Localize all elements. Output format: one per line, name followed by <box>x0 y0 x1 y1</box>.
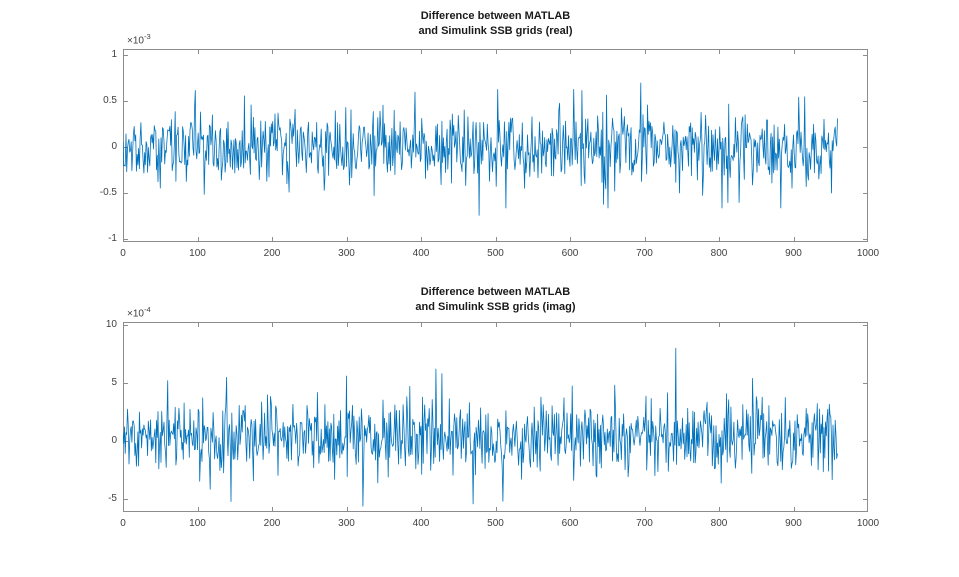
x-tick-label: 0 <box>120 518 126 529</box>
axis-box <box>123 322 868 512</box>
x-tick-label: 100 <box>189 518 206 529</box>
chart-title-real-line2: and Simulink SSB grids (real) <box>418 25 573 37</box>
x-tick-label: 700 <box>636 518 653 529</box>
y-tick-label: 0.5 <box>103 95 117 107</box>
x-tick-label: 200 <box>263 248 281 259</box>
exponent-power: -3 <box>143 32 151 41</box>
data-line <box>122 347 838 507</box>
y-axis-exponent-real: ×10-3 <box>127 32 151 46</box>
plot-area <box>122 49 868 242</box>
imag-diff-plot: 0 100 200 300 400 500 600 700 800 900 1000 -5 0 5 10 <box>106 319 879 529</box>
x-tick-label: 900 <box>785 248 802 259</box>
y-tick-label: -0.5 <box>99 187 117 199</box>
x-tick-label: 1000 <box>856 248 880 259</box>
x-tick-label: 1000 <box>856 518 880 529</box>
y-tick-label: -5 <box>108 493 117 505</box>
exponent-power: -4 <box>143 305 151 314</box>
x-tick-label: 600 <box>561 248 579 259</box>
x-tick-label: 300 <box>338 518 355 529</box>
x-tick-label: 400 <box>412 518 430 529</box>
y-tick-label: 5 <box>111 377 117 388</box>
y-tick-label: 0 <box>111 141 117 153</box>
x-tick-label: 700 <box>636 248 653 259</box>
x-tick-label: 500 <box>487 248 504 259</box>
chart-title-imag-line1: Difference between MATLAB <box>420 286 571 298</box>
x-tick-label: 900 <box>785 518 802 529</box>
exponent-base: ×10 <box>127 35 144 47</box>
y-axis-exponent-imag: ×10-4 <box>127 305 151 319</box>
x-tick-label: 100 <box>189 248 206 259</box>
x-tick-label: 400 <box>412 248 430 259</box>
y-tick-label: -1 <box>108 233 117 245</box>
x-tick-label: 500 <box>487 518 504 529</box>
y-tick-label: 10 <box>105 318 117 330</box>
plot-area <box>122 322 868 512</box>
x-tick-label: 200 <box>263 518 281 529</box>
chart-title-imag: Difference between MATLAB and Simulink S… <box>123 285 868 315</box>
data-line <box>122 82 838 216</box>
x-tick-label: 600 <box>561 518 579 529</box>
chart-title-imag-line2: and Simulink SSB grids (imag) <box>415 301 576 313</box>
x-tick-label: 800 <box>710 248 728 259</box>
x-tick-label: 800 <box>710 518 728 529</box>
chart-title-real: Difference between MATLAB and Simulink S… <box>123 9 868 39</box>
x-tick-label: 300 <box>338 248 355 259</box>
y-tick-label: 0 <box>111 435 117 447</box>
real-diff-plot: 0 100 200 300 400 500 600 700 800 900 1000 -1 -0.5 0 0… <box>100 49 879 259</box>
exponent-base: ×10 <box>127 308 144 320</box>
chart-title-real-line1: Difference between MATLAB <box>420 10 571 22</box>
x-tick-label: 0 <box>120 248 126 259</box>
y-tick-label: 1 <box>111 49 117 61</box>
